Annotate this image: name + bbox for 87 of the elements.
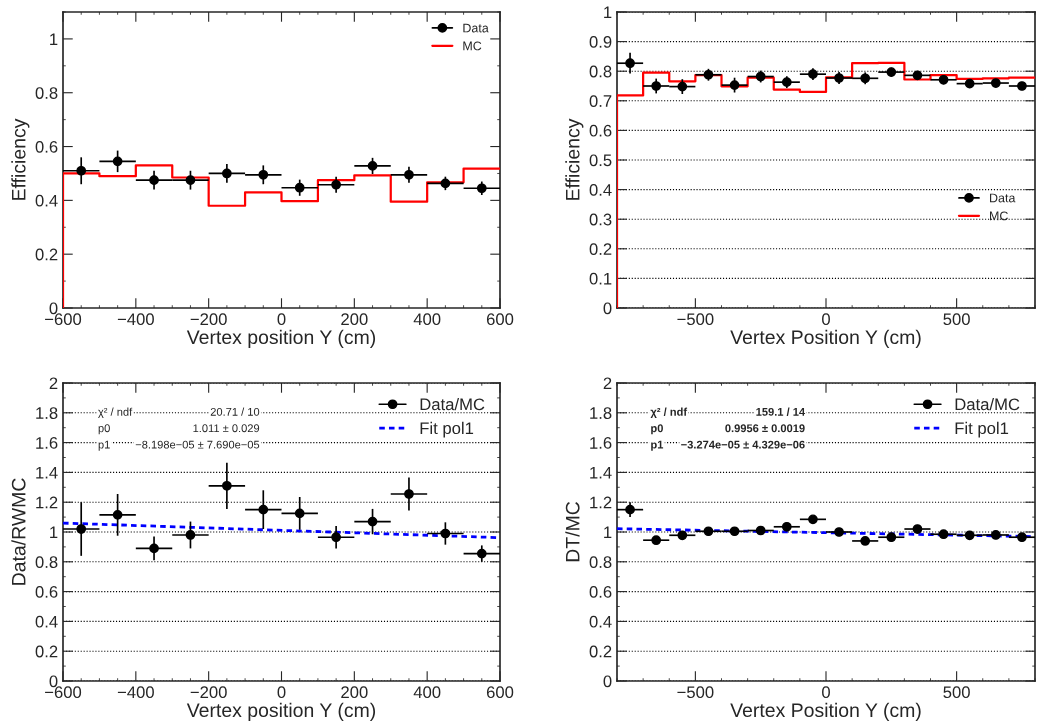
x-axis-title: Vertex position Y (cm) bbox=[186, 329, 376, 348]
legend-label: Fit pol1 bbox=[420, 421, 474, 438]
y-tick-label: 0.6 bbox=[589, 124, 612, 137]
x-tick-label: −600 bbox=[45, 313, 82, 326]
x-tick-label: −200 bbox=[190, 313, 227, 326]
x-tick-label: 0 bbox=[822, 313, 830, 326]
y-tick-label: 0.6 bbox=[35, 586, 58, 598]
legend-label: Data bbox=[990, 193, 1016, 203]
y-tick-label: 0 bbox=[603, 302, 612, 315]
x-tick-label: 200 bbox=[341, 313, 368, 326]
y-tick-label: 0.8 bbox=[589, 65, 612, 78]
y-tick-label: 1 bbox=[50, 33, 58, 45]
y-tick-label: 1.8 bbox=[590, 407, 612, 419]
y-tick-label: 0 bbox=[49, 302, 58, 315]
x-tick-label: 200 bbox=[341, 686, 368, 699]
y-tick-label: 1.2 bbox=[36, 496, 58, 509]
x-tick-label: 600 bbox=[486, 313, 514, 326]
x-tick-label: −200 bbox=[190, 686, 227, 699]
x-tick-label: 400 bbox=[413, 686, 441, 699]
y-tick-label: 0.2 bbox=[35, 248, 58, 261]
annotation: p0 bbox=[98, 424, 110, 435]
y-axis-title: Efficiency bbox=[11, 118, 30, 200]
y-axis-title: DT/MC bbox=[565, 501, 580, 562]
y-tick-label: 0.4 bbox=[35, 194, 58, 207]
annotation: 1.011 ± 0.029 bbox=[193, 424, 260, 433]
x-tick-label: −500 bbox=[677, 313, 714, 326]
y-tick-label: 2 bbox=[49, 377, 58, 390]
x-tick-label: 0 bbox=[822, 686, 830, 699]
y-tick-label: 0.4 bbox=[589, 615, 612, 628]
y-tick-label: 1.6 bbox=[590, 437, 612, 449]
y-tick-label: 0.8 bbox=[35, 87, 58, 99]
y-tick-label: 0 bbox=[49, 675, 58, 688]
y-tick-label: 1 bbox=[604, 526, 612, 539]
x-tick-label: 500 bbox=[943, 686, 970, 699]
x-axis-title: Vertex Position Y (cm) bbox=[730, 702, 921, 721]
y-tick-label: 1 bbox=[50, 526, 58, 539]
x-tick-label: 0 bbox=[277, 686, 286, 699]
annotation: 159.1 / 14 bbox=[756, 407, 806, 416]
y-tick-label: 0.1 bbox=[589, 272, 612, 285]
y-tick-label: 0.4 bbox=[35, 615, 58, 628]
y-tick-label: 1 bbox=[604, 6, 612, 19]
y-tick-label: 1.4 bbox=[590, 466, 612, 479]
y-tick-label: 0.2 bbox=[589, 243, 612, 255]
y-tick-label: 1.6 bbox=[36, 437, 58, 449]
annotation: 20.71 / 10 bbox=[210, 407, 260, 416]
x-tick-label: −400 bbox=[117, 313, 154, 326]
x-tick-label: 0 bbox=[277, 313, 286, 326]
y-tick-label: 0.9 bbox=[589, 36, 612, 48]
y-tick-label: 0.4 bbox=[589, 184, 612, 196]
legend-label: Data/MC bbox=[955, 398, 1020, 411]
x-tick-label: 400 bbox=[413, 313, 441, 326]
y-tick-label: 0.2 bbox=[35, 645, 58, 658]
x-tick-label: −400 bbox=[117, 686, 154, 699]
y-axis-title: Data/RWMC bbox=[11, 478, 26, 585]
annotation: −3.274e−05 ± 4.329e−06 bbox=[681, 440, 805, 449]
x-tick-label: −600 bbox=[45, 686, 82, 699]
y-tick-label: 0.5 bbox=[589, 154, 612, 167]
legend-label: MC bbox=[990, 211, 1008, 221]
y-tick-label: 0 bbox=[603, 675, 612, 688]
y-tick-label: 0.3 bbox=[589, 213, 612, 226]
y-tick-label: 0.2 bbox=[589, 645, 612, 658]
y-tick-label: 0.7 bbox=[589, 95, 612, 107]
annotation: 0.9956 ± 0.0019 bbox=[725, 424, 805, 433]
annotation: −8.198e−05 ± 7.690e−05 bbox=[135, 440, 260, 449]
legend-label: Data bbox=[463, 23, 489, 33]
annotation: p0 bbox=[651, 424, 663, 435]
legend-label: Fit pol1 bbox=[955, 421, 1009, 438]
x-tick-label: −500 bbox=[677, 686, 714, 699]
y-tick-label: 2 bbox=[603, 377, 612, 390]
annotation: χ² / ndf bbox=[650, 407, 688, 418]
annotation: χ² / ndf bbox=[98, 407, 133, 418]
y-tick-label: 1.8 bbox=[36, 407, 58, 419]
y-tick-label: 1.4 bbox=[36, 466, 58, 479]
x-axis-title: Vertex Position Y (cm) bbox=[730, 329, 921, 348]
x-axis-title: Vertex position Y (cm) bbox=[186, 702, 376, 721]
y-tick-label: 0.8 bbox=[589, 556, 612, 568]
y-tick-label: 0.8 bbox=[35, 556, 58, 568]
annotation: p1 bbox=[651, 440, 664, 451]
y-tick-label: 1.2 bbox=[590, 496, 612, 509]
y-axis-title: Efficiency bbox=[565, 118, 584, 200]
x-tick-label: 500 bbox=[943, 313, 970, 326]
y-tick-label: 0.6 bbox=[35, 140, 58, 153]
legend-label: MC bbox=[463, 41, 482, 51]
annotation: p1 bbox=[98, 440, 110, 451]
x-tick-label: 600 bbox=[486, 686, 514, 699]
y-tick-label: 0.6 bbox=[589, 586, 612, 598]
legend-label: Data/MC bbox=[420, 398, 485, 411]
